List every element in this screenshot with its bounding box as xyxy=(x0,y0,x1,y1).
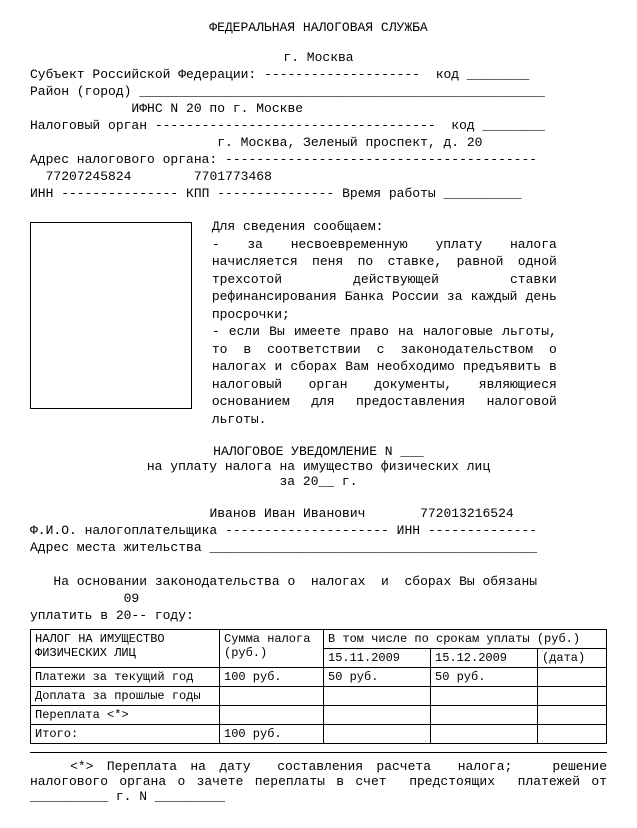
subject-line: Субъект Российской Федерации: ----------… xyxy=(30,67,607,82)
footnote: <*> Переплата на дату составления расчет… xyxy=(30,759,607,804)
cell-v2 xyxy=(431,705,538,724)
obligation-text-1: На основании законодательства о налогах … xyxy=(53,574,537,589)
cell-v2: 50 руб. xyxy=(431,667,538,686)
info-paragraph-1: - за несвоевременную уплату налога начис… xyxy=(212,236,557,324)
taxpayer-inn: 772013216524 xyxy=(420,506,514,521)
address-text: г. Москва, Зеленый проспект, д. 20 xyxy=(217,135,482,150)
cell-label: Доплата за прошлые годы xyxy=(31,686,220,705)
district-line: Район (город) __________________________… xyxy=(30,84,607,99)
cell-sum: 100 руб. xyxy=(220,724,324,743)
table-col1-header: НАЛОГ НА ИМУЩЕСТВО ФИЗИЧЕСКИХ ЛИЦ xyxy=(31,629,220,667)
cell-v1 xyxy=(324,724,431,743)
table-col2-header: Сумма налога (руб.) xyxy=(220,629,324,667)
notice-title-text: НАЛОГОВОЕ УВЕДОМЛЕНИЕ N ___ xyxy=(213,444,424,459)
city-text: г. Москва xyxy=(283,50,353,65)
district-label: Район (город) xyxy=(30,84,131,99)
notice-title: НАЛОГОВОЕ УВЕДОМЛЕНИЕ N ___ xyxy=(30,444,607,459)
notice-year: за 20__ г. xyxy=(30,474,607,489)
cell-v3 xyxy=(538,705,607,724)
notice-year-text: за 20__ г. xyxy=(279,474,357,489)
ifns-text: ИФНС N 20 по г. Москве xyxy=(131,101,303,116)
cell-v2 xyxy=(431,686,538,705)
fio-value: Иванов Иван Иванович xyxy=(209,506,365,521)
address-value-line: г. Москва, Зеленый проспект, д. 20 xyxy=(30,135,607,150)
tax-authority-line: Налоговый орган ------------------------… xyxy=(30,118,607,133)
residence-label: Адрес места жительства xyxy=(30,540,202,555)
table-row: Переплата <*> xyxy=(31,705,607,724)
kpp-label: КПП xyxy=(186,186,209,201)
divider xyxy=(30,752,607,753)
cell-v1 xyxy=(324,686,431,705)
obligation-line2: уплатить в 20-- году: xyxy=(30,608,607,623)
cell-sum: 100 руб. xyxy=(220,667,324,686)
stamp-info-row: Для сведения сообщаем: - за несвоевремен… xyxy=(30,218,607,429)
footnote-text: <*> Переплата на дату составления расчет… xyxy=(30,759,615,804)
hours-label: Время работы xyxy=(342,186,436,201)
inn-kpp-values: 77207245824 7701773468 xyxy=(30,169,607,184)
info-paragraph-2: - если Вы имеете право на налоговые льго… xyxy=(212,323,557,428)
kpp-value: 7701773468 xyxy=(194,169,272,184)
info-block: Для сведения сообщаем: - за несвоевремен… xyxy=(212,218,557,429)
obligation-year-text: 09 xyxy=(124,591,140,606)
taxpayer-labels: Ф.И.О. налогоплательщика ---------------… xyxy=(30,523,607,538)
table-row: Итого: 100 руб. xyxy=(31,724,607,743)
cell-v3 xyxy=(538,724,607,743)
cell-v3 xyxy=(538,667,607,686)
ifns-line: ИФНС N 20 по г. Москве xyxy=(30,101,607,116)
cell-v1 xyxy=(324,705,431,724)
code-label: код xyxy=(436,67,459,82)
cell-v2 xyxy=(431,724,538,743)
table-date1: 15.11.2009 xyxy=(324,648,431,667)
table-row: Платежи за текущий год 100 руб. 50 руб. … xyxy=(31,667,607,686)
cell-sum xyxy=(220,686,324,705)
cell-v1: 50 руб. xyxy=(324,667,431,686)
table-date2: 15.12.2009 xyxy=(431,648,538,667)
cell-sum xyxy=(220,705,324,724)
agency-title: ФЕДЕРАЛЬНАЯ НАЛОГОВАЯ СЛУЖБА xyxy=(30,20,607,35)
table-date3: (дата) xyxy=(538,648,607,667)
table-col3-header: В том числе по срокам уплаты (руб.) xyxy=(324,629,607,648)
tax-authority-label: Налоговый орган xyxy=(30,118,147,133)
inn-kpp-line: ИНН --------------- КПП --------------- … xyxy=(30,186,607,201)
address-label-line: Адрес налогового органа: ---------------… xyxy=(30,152,607,167)
tax-table: НАЛОГ НА ИМУЩЕСТВО ФИЗИЧЕСКИХ ЛИЦ Сумма … xyxy=(30,629,607,744)
obligation-line1: На основании законодательства о налогах … xyxy=(30,574,607,589)
taxpayer-values: Иванов Иван Иванович 772013216524 xyxy=(30,506,607,521)
notice-subtitle: на уплату налога на имущество физических… xyxy=(30,459,607,474)
inn-value: 77207245824 xyxy=(46,169,132,184)
obligation-text-2: уплатить в 20-- году: xyxy=(30,608,194,623)
cell-label: Платежи за текущий год xyxy=(31,667,220,686)
table-row: Доплата за прошлые годы xyxy=(31,686,607,705)
fio-label: Ф.И.О. налогоплательщика xyxy=(30,523,217,538)
inn-label-2: ИНН xyxy=(397,523,420,538)
cell-label: Итого: xyxy=(31,724,220,743)
table-header-row-1: НАЛОГ НА ИМУЩЕСТВО ФИЗИЧЕСКИХ ЛИЦ Сумма … xyxy=(31,629,607,648)
subject-label: Субъект Российской Федерации: xyxy=(30,67,256,82)
obligation-year: 09 xyxy=(30,591,607,606)
inn-label: ИНН xyxy=(30,186,53,201)
agency-title-text: ФЕДЕРАЛЬНАЯ НАЛОГОВАЯ СЛУЖБА xyxy=(209,20,427,35)
residence-line: Адрес места жительства _________________… xyxy=(30,540,607,555)
info-heading: Для сведения сообщаем: xyxy=(212,218,557,236)
code-label-2: код xyxy=(451,118,474,133)
cell-v3 xyxy=(538,686,607,705)
notice-subtitle-text: на уплату налога на имущество физических… xyxy=(147,459,490,474)
city-line: г. Москва xyxy=(30,50,607,65)
stamp-placeholder xyxy=(30,222,192,409)
address-label: Адрес налогового органа: xyxy=(30,152,217,167)
cell-label: Переплата <*> xyxy=(31,705,220,724)
